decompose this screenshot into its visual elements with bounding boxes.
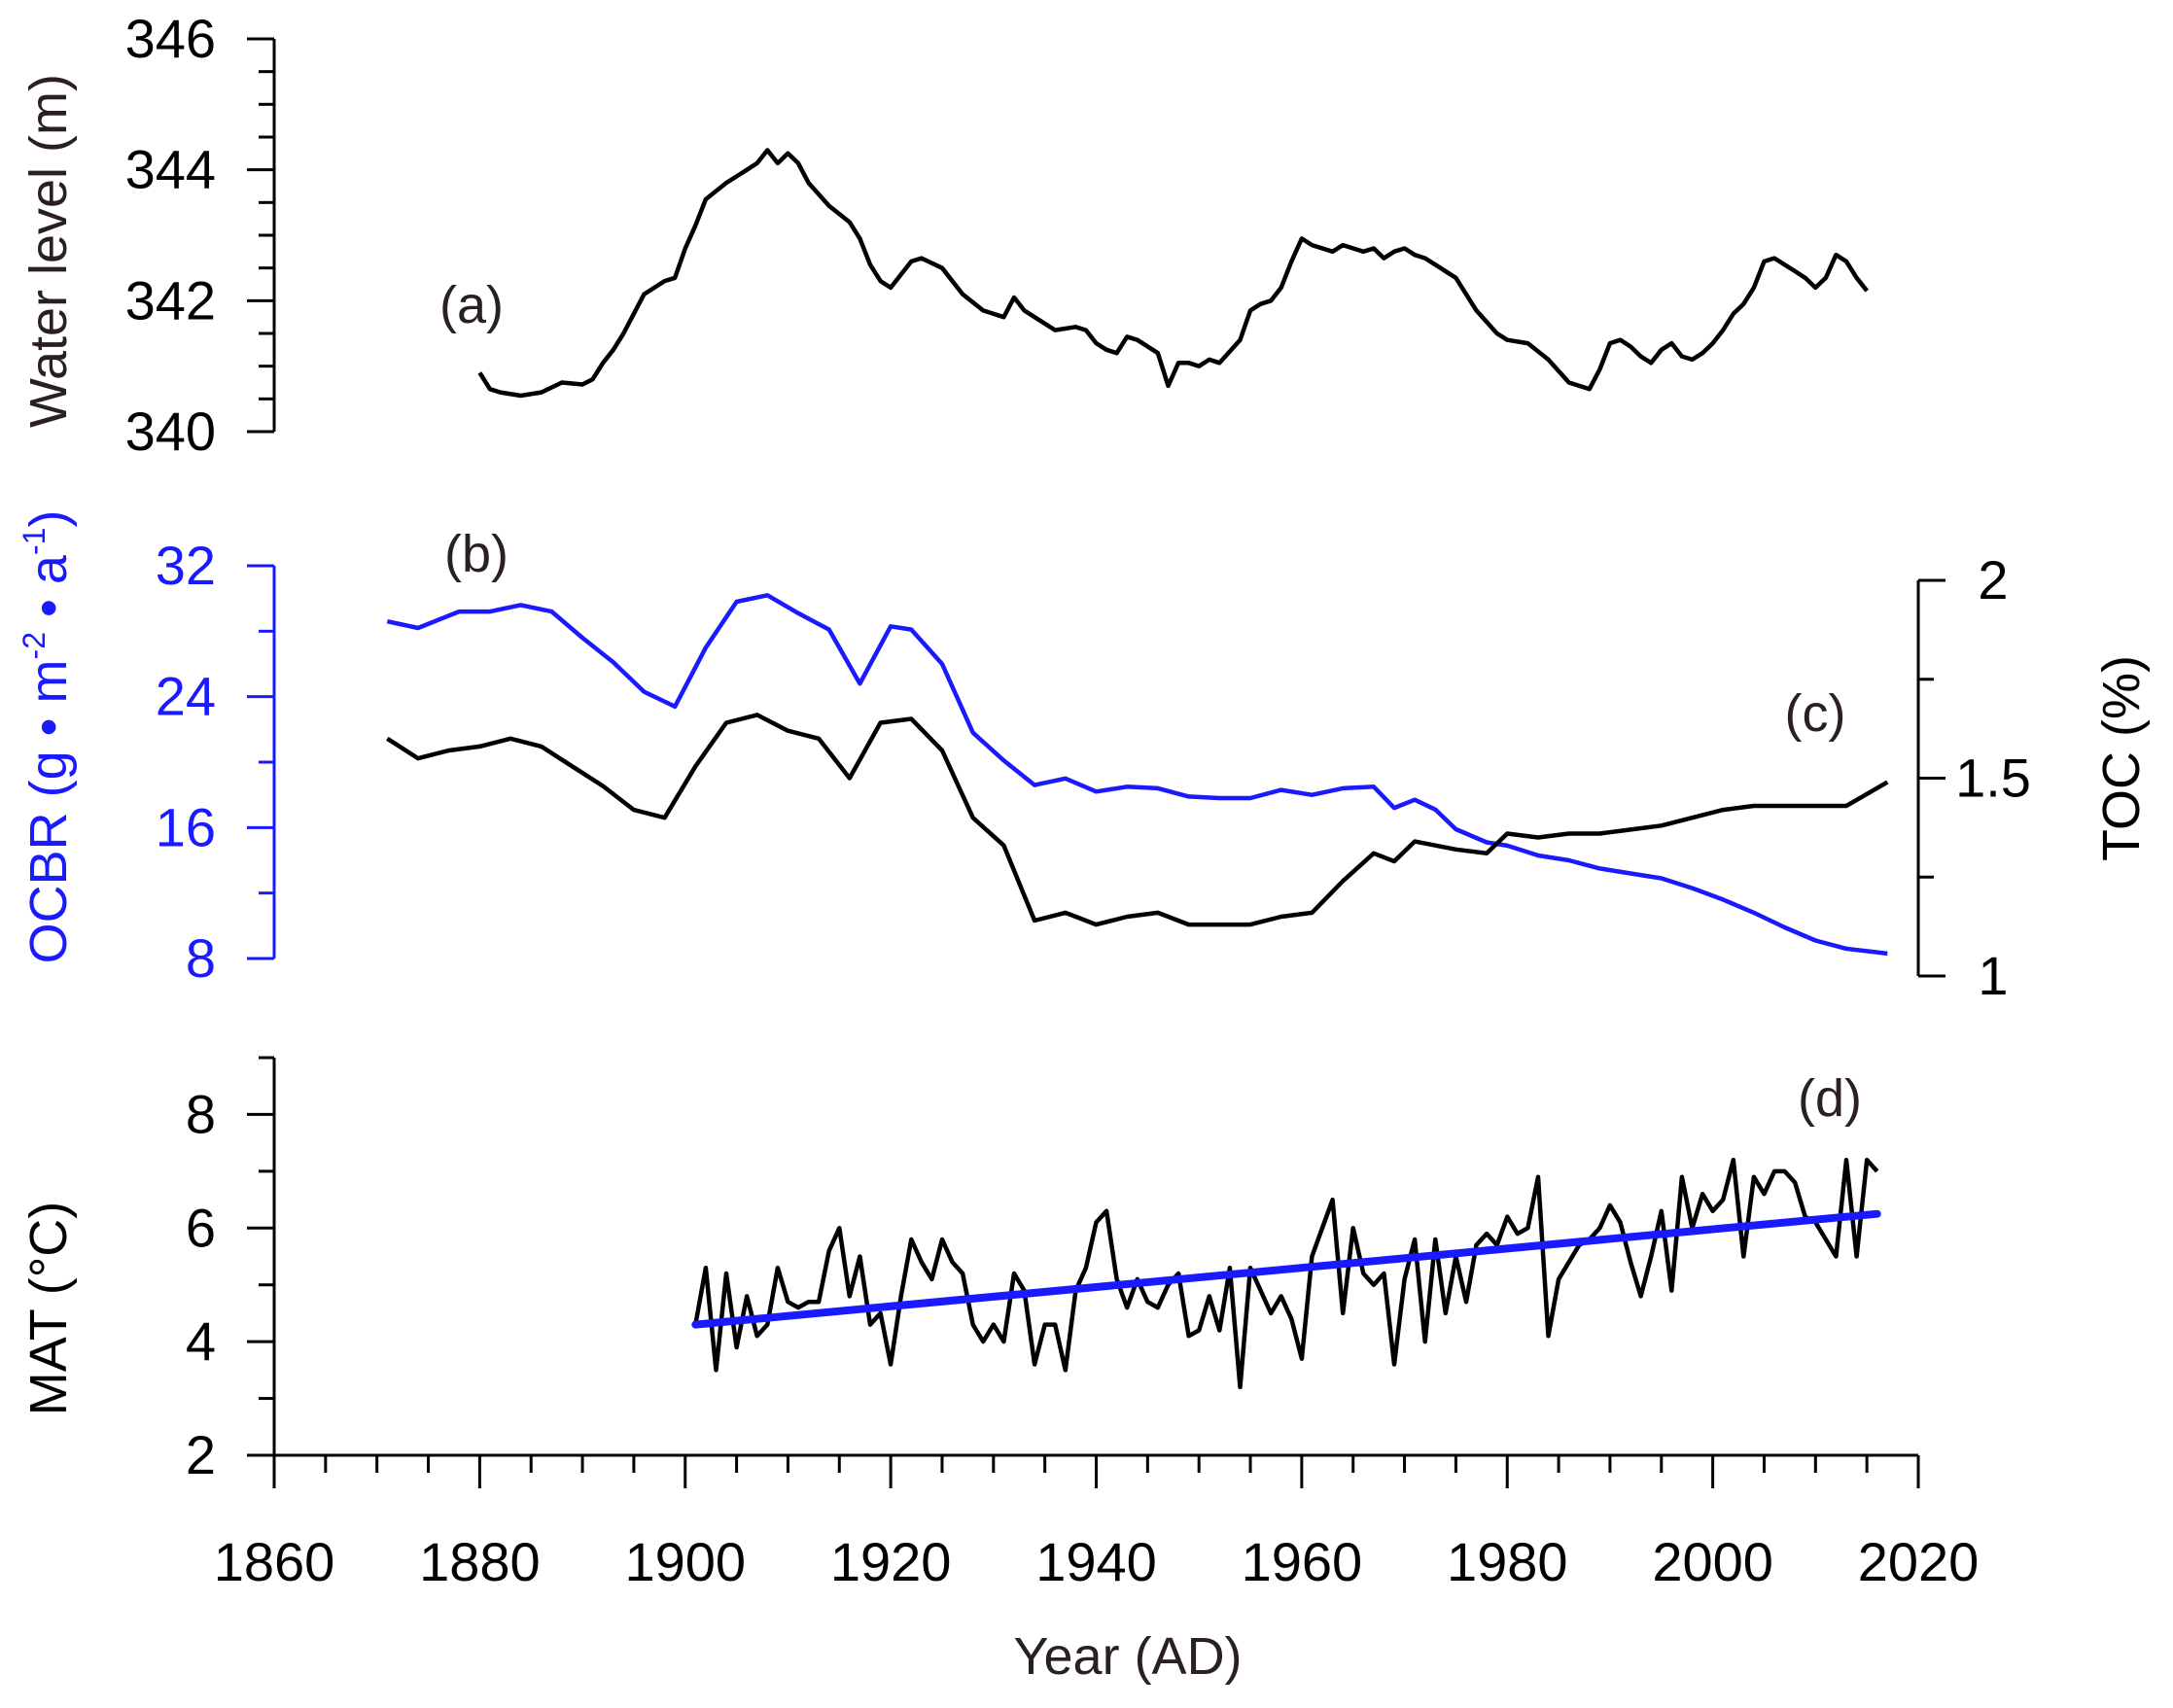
panel-b-y-ticks xyxy=(247,564,274,960)
ocbr-series-line xyxy=(386,593,1888,957)
x-axis-tick-label: 2020 xyxy=(1858,1531,1980,1592)
panel-c-label: (c) xyxy=(1785,684,1846,743)
x-axis-tick-label: 1940 xyxy=(1035,1531,1157,1592)
x-axis-tick-label: 1960 xyxy=(1242,1531,1363,1592)
panel-b-y-tick-label: 8 xyxy=(186,927,216,989)
panel-c-y-tick-label: 1.5 xyxy=(1955,748,2031,809)
mat-series-line xyxy=(693,1157,1879,1390)
x-axis-tick-label: 2000 xyxy=(1652,1531,1773,1592)
panel-d-y-tick-label: 8 xyxy=(186,1083,216,1144)
panel-a-y-axis-label: Water level (m) xyxy=(19,74,78,428)
water-level-series-line xyxy=(477,148,1869,399)
panel-a-y-tick-label: 342 xyxy=(125,269,216,331)
panel-c-y-axis-label: TOC (%) xyxy=(2092,655,2151,861)
panel-d-label: (d) xyxy=(1798,1069,1862,1128)
panel-a-y-tick-label: 340 xyxy=(125,401,216,462)
panel-b-y-tick-label: 32 xyxy=(156,535,216,596)
x-axis-tick-label: 1920 xyxy=(830,1531,952,1592)
toc-series-line xyxy=(386,713,1889,927)
panel-d-y-tick-label: 4 xyxy=(186,1310,216,1372)
panel-a-y-tick-labels: 340 342 344 346 xyxy=(125,8,216,462)
panel-a-y-tick-label: 346 xyxy=(125,8,216,69)
panel-d-y-axis-label: MAT (°C) xyxy=(19,1202,78,1416)
panel-b-y-axis-label: OCBR (g • m-2 • a-1) xyxy=(17,510,78,964)
panel-b-y-tick-labels: 8 16 24 32 xyxy=(156,535,216,989)
panel-c-y-ticks xyxy=(1918,578,1945,978)
panel-d-y-tick-label: 6 xyxy=(186,1197,216,1258)
panel-a-label: (a) xyxy=(439,276,504,334)
x-axis-tick-label: 1880 xyxy=(419,1531,541,1592)
mat-trend-line xyxy=(691,1209,1881,1329)
panel-d-mat: 2 4 6 8 1860 1880 1900 1920 1940 1960 1980 2000 202… xyxy=(19,1056,1980,1686)
panel-b-label: (b) xyxy=(444,525,508,583)
panel-d-y-ticks xyxy=(247,1056,274,1457)
panel-c-y-tick-labels: 11.52 xyxy=(1955,549,2031,1006)
panel-d-y-tick-labels: 2 4 6 8 xyxy=(186,1083,216,1485)
panel-c-y-tick-label: 1 xyxy=(1978,945,2008,1006)
x-axis-label: Year (AD) xyxy=(1013,1627,1242,1686)
panel-c-y-tick-label: 2 xyxy=(1978,549,2008,610)
panel-a-y-tick-label: 344 xyxy=(125,139,216,200)
x-axis-tick-labels: 1860 1880 1900 1920 1940 1960 1980 2000 2020 xyxy=(214,1531,1980,1592)
panel-a-water-level: 340 342 344 346 Water level (m) (a) xyxy=(19,8,1869,462)
x-axis-tick-label: 1860 xyxy=(214,1531,335,1592)
x-axis-tick-label: 1980 xyxy=(1447,1531,1568,1592)
panel-b-y-tick-label: 16 xyxy=(156,796,216,857)
x-axis-ticks xyxy=(272,1455,1920,1488)
panel-d-y-tick-label: 2 xyxy=(186,1424,216,1485)
panel-a-y-ticks xyxy=(247,37,274,434)
panel-b-y-tick-label: 24 xyxy=(156,666,216,727)
x-axis-tick-label: 1900 xyxy=(624,1531,746,1592)
